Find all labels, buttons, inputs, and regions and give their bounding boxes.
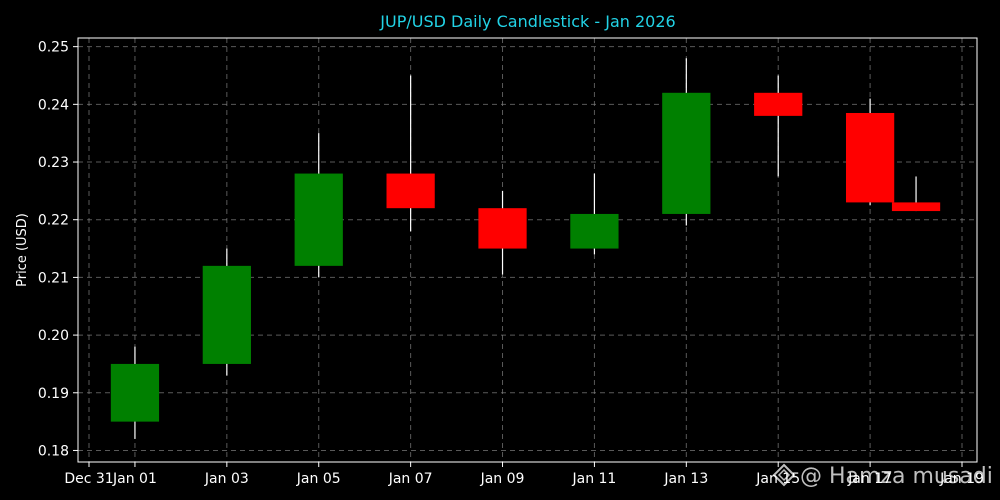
plot-frame [77,37,978,463]
watermark: @ Hamza musadi [772,463,993,489]
y-tick-label: 0.20 [38,328,69,344]
x-tick-label: Jan 13 [663,471,708,487]
x-tick-label: Jan 05 [296,471,341,487]
y-tick-label: 0.23 [38,155,69,171]
candle-body-down [478,208,527,249]
x-tick-label: Jan 17 [847,471,892,487]
x-tick-label: Jan 19 [939,471,984,487]
candle-body-up [294,173,343,266]
y-tick-label: 0.24 [38,97,69,113]
y-tick-label: 0.21 [38,270,69,286]
candle-body-down [845,112,895,203]
candle-body-up [202,265,251,364]
x-tick-label: Jan 11 [571,471,616,487]
x-tick-label: Jan 01 [112,471,157,487]
grid [78,38,977,462]
y-axis-ticks: 0.18 0.19 0.20 0.21 0.22 0.23 0.24 0.25 [38,40,78,459]
x-tick-label: Dec 31 [64,471,113,487]
candle-body-down [386,173,435,209]
candle-body-up [570,213,619,249]
candle-body-up [110,363,160,422]
candle-body-up [662,92,711,214]
candle-body-down [754,92,803,116]
x-tick-label: Jan 07 [388,471,433,487]
candle-bodies [110,92,941,422]
shield-icon [772,463,796,487]
y-tick-label: 0.22 [38,213,69,229]
chart-title: JUP/USD Daily Candlestick - Jan 2026 [379,12,675,31]
y-tick-label: 0.19 [38,386,69,402]
candle-body-down [891,202,941,212]
y-tick-label: 0.18 [38,443,69,459]
x-tick-label: Jan 09 [480,471,525,487]
watermark-text: @ Hamza musadi [800,464,993,489]
x-tick-label: Jan 03 [204,471,249,487]
y-tick-label: 0.25 [38,40,69,56]
y-axis-label: Price (USD) [15,213,30,287]
